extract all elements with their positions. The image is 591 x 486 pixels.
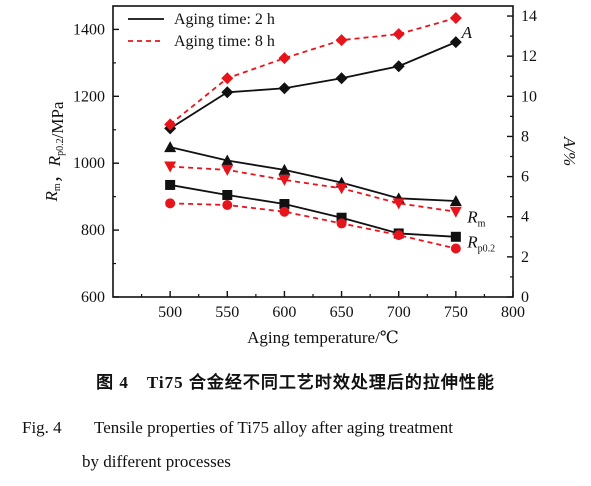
annotation-rp02: Rp0.2 [466,232,495,254]
y-right-axis-label: A/% [560,136,579,166]
series-line-a-8h [169,17,457,126]
y-left-tick-label: 1200 [73,88,105,105]
data-point-rm-8h [449,206,462,218]
data-point-rm-2h [164,141,177,153]
annotation-rm: Rm [466,208,485,230]
figure-number: Fig. 4 [22,418,62,437]
data-point-rm-2h [221,154,234,166]
data-point-a-8h [164,118,177,131]
data-point-a-2h [221,86,234,99]
y-right-tick-label: 6 [521,169,529,186]
x-tick-label: 650 [330,304,354,321]
series-line-rp02-2h [169,184,456,238]
y-right-tick-label: 12 [521,48,537,65]
data-point-rm-8h [278,174,291,186]
data-point-rm-8h [221,164,234,176]
data-point-a-8h [221,72,234,85]
y-left-axis-label: Rm，Rp0.2/MPa [42,101,67,202]
data-point-rp02-8h [165,198,176,209]
y-left-tick-label: 600 [81,289,105,306]
data-point-a-2h [278,82,291,95]
data-point-rm-2h [278,163,291,175]
annotation-a: A [461,23,473,42]
series-line-rm-2h [169,146,456,202]
x-axis-label: Aging temperature/℃ [247,328,399,347]
y-left-tick-label: 1000 [73,155,105,172]
figure-caption-english: Fig. 4 Tensile properties of Ti75 alloy a… [22,418,582,438]
series-line-a-2h [169,41,457,130]
data-point-rm-8h [335,183,348,195]
data-point-a-8h [278,52,291,65]
x-tick-label: 600 [272,304,296,321]
y-right-tick-label: 10 [521,88,537,105]
figure-caption-chinese: 图 4 Ti75 合金经不同工艺时效处理后的拉伸性能 [96,373,495,392]
x-tick-label: 700 [387,304,411,321]
x-tick-label: 750 [444,304,468,321]
series-line-rm-8h [170,165,456,213]
figure-caption-line-1: Tensile properties of Ti75 alloy after a… [94,418,454,437]
y-right-tick-label: 0 [521,289,529,306]
series-line-rp02-8h [170,202,457,250]
legend-label: Aging time: 2 h [174,11,275,28]
y-right-tick-label: 2 [521,249,529,266]
data-point-rp02-8h [222,200,233,211]
data-point-rp02-8h [336,218,347,229]
figure-caption-line-2: by different processes [82,452,231,471]
data-point-rm-8h [392,198,405,210]
data-point-rp02-2h [336,212,347,223]
data-point-rp02-8h [450,243,461,254]
data-point-rp02-2h [165,179,176,190]
x-tick-label: 800 [501,304,525,321]
x-tick-label: 500 [158,304,182,321]
data-point-a-2h [392,60,405,73]
data-point-a-2h [449,36,462,49]
data-point-rp02-2h [222,189,233,200]
data-point-rm-2h [449,195,462,207]
data-point-rp02-8h [393,230,404,241]
x-tick-label: 550 [215,304,239,321]
y-right-tick-label: 8 [521,128,529,145]
data-point-a-8h [449,12,462,25]
data-point-a-8h [392,28,405,41]
data-point-rp02-2h [279,199,290,210]
data-point-a-8h [335,34,348,47]
y-right-tick-label: 14 [521,8,537,25]
y-left-tick-label: 800 [81,222,105,239]
legend-label: Aging time: 8 h [174,33,275,50]
data-point-rp02-8h [279,206,290,217]
y-left-tick-label: 1400 [73,21,105,38]
data-point-a-2h [335,72,348,85]
y-right-tick-label: 4 [521,209,529,226]
data-point-rm-8h [164,161,177,173]
data-point-rp02-2h [450,231,461,242]
